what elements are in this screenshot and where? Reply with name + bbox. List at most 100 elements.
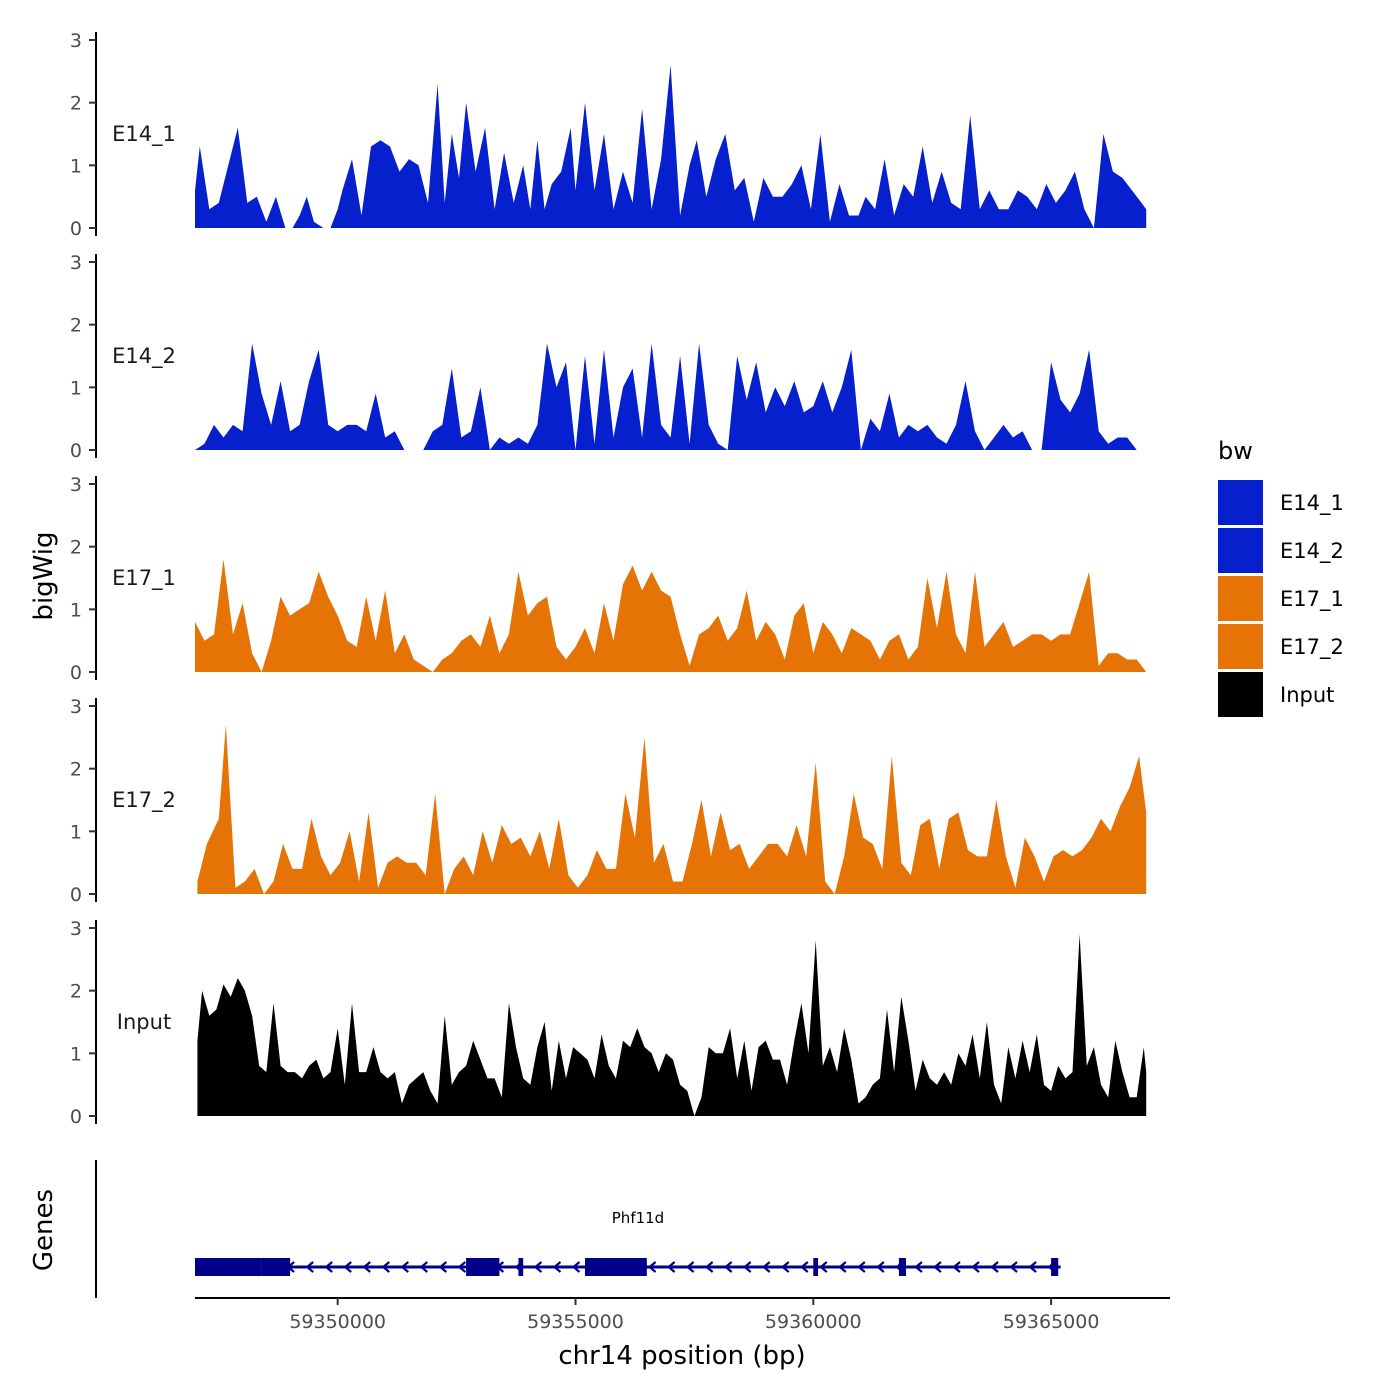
y-tick-label: 0 [70, 440, 82, 462]
strand-arrow-icon [742, 1261, 752, 1273]
legend-label: E14_1 [1280, 491, 1344, 516]
y-tick-label: 2 [70, 759, 82, 781]
y-tick-label: 3 [70, 918, 82, 940]
strand-arrow-icon [1028, 1261, 1037, 1273]
strand-arrow-icon [800, 1261, 809, 1273]
track-label: E17_2 [112, 788, 176, 813]
y-tick-label: 2 [70, 93, 82, 115]
strand-arrow-icon [723, 1261, 733, 1273]
gene-exon [585, 1258, 647, 1276]
strand-arrow-icon [666, 1261, 676, 1273]
track-label: E17_1 [112, 566, 176, 591]
genes-axis-title: Genes [29, 1189, 59, 1271]
track-label: E14_1 [112, 122, 176, 147]
strand-arrow-icon [381, 1261, 390, 1273]
strand-arrow-icon [438, 1261, 448, 1273]
coverage-tracks: 0 1 2 3 E14_1 0 1 2 3 E14_2 0 1 2 3 E17_1 0 1 2 3 E17_2 0 1 2 3… [70, 30, 1147, 1128]
legend-label: E14_2 [1280, 539, 1344, 564]
strand-arrow-icon [971, 1261, 980, 1273]
strand-arrow-icon [533, 1261, 543, 1273]
gene-label: Phf11d [612, 1209, 664, 1227]
y-tick-label: 0 [70, 1106, 82, 1128]
legend-swatch-Input [1218, 672, 1263, 717]
legend-label: Input [1280, 683, 1334, 707]
track-label: Input [117, 1010, 171, 1034]
y-axis-title: bigWig [29, 531, 59, 620]
y-tick-label: 0 [70, 218, 82, 240]
strand-arrow-icon [781, 1261, 790, 1273]
gene-exon [261, 1258, 291, 1276]
strand-arrow-icon [419, 1261, 428, 1273]
strand-arrow-icon [685, 1261, 695, 1273]
track-label: E14_2 [112, 344, 176, 369]
y-tick-label: 2 [70, 315, 82, 337]
legend-items: E14_1 E14_2 E17_1 E17_2 Input [1218, 480, 1344, 717]
strand-arrow-icon [819, 1261, 828, 1273]
strand-arrow-icon [571, 1261, 581, 1273]
coverage-area-E14_2 [195, 343, 1147, 450]
gene-model [195, 1258, 1061, 1276]
strand-arrow-icon [552, 1261, 562, 1273]
strand-arrow-icon [914, 1261, 923, 1273]
y-tick-label: 2 [70, 537, 82, 559]
strand-arrow-icon [704, 1261, 714, 1273]
track-E14_1: 0 1 2 3 E14_1 [70, 30, 1147, 240]
strand-arrow-icon [647, 1261, 657, 1273]
strand-arrow-icon [933, 1261, 942, 1273]
y-tick-label: 1 [70, 1043, 82, 1065]
strand-arrow-icon [400, 1261, 409, 1273]
strand-arrow-icon [1009, 1261, 1018, 1273]
coverage-area-E17_1 [195, 559, 1147, 672]
strand-arrow-icon [457, 1261, 467, 1273]
strand-arrow-icon [876, 1261, 885, 1273]
legend-swatch-E14_2 [1218, 528, 1263, 573]
x-tick-label: 59355000 [527, 1311, 624, 1333]
y-tick-label: 1 [70, 599, 82, 621]
genes-panel: Genes Phf11d [29, 1160, 1061, 1298]
strand-arrow-icon [838, 1261, 847, 1273]
track-E14_2: 0 1 2 3 E14_2 [70, 252, 1147, 462]
y-tick-label: 1 [70, 377, 82, 399]
strand-arrow-icon [952, 1261, 961, 1273]
gene-exon [898, 1258, 907, 1276]
strand-arrow-icon [762, 1261, 771, 1273]
y-tick-label: 1 [70, 155, 82, 177]
x-axis-title: chr14 position (bp) [558, 1341, 805, 1371]
legend-swatch-E14_1 [1218, 480, 1263, 525]
strand-arrow-icon [990, 1261, 999, 1273]
strand-arrow-icon [324, 1261, 333, 1273]
y-tick-label: 3 [70, 252, 82, 274]
x-tick-label: 59350000 [289, 1311, 386, 1333]
legend-title: bw [1218, 437, 1253, 465]
legend-label: E17_2 [1280, 635, 1344, 660]
y-tick-label: 3 [70, 696, 82, 718]
gene-exon [1051, 1258, 1059, 1276]
coverage-area-Input [197, 934, 1147, 1116]
y-tick-label: 3 [70, 30, 82, 52]
y-tick-label: 0 [70, 662, 82, 684]
y-tick-label: 2 [70, 981, 82, 1003]
gene-exon [518, 1258, 524, 1276]
legend-swatch-E17_2 [1218, 624, 1263, 669]
gene-exon [813, 1258, 819, 1276]
y-tick-label: 3 [70, 474, 82, 496]
legend-label: E17_1 [1280, 587, 1344, 612]
y-tick-label: 0 [70, 884, 82, 906]
x-tick-label: 59360000 [765, 1311, 862, 1333]
strand-arrow-icon [305, 1261, 314, 1273]
gene-exon [466, 1258, 500, 1276]
x-axis: 59350000 59355000 59360000 59365000 chr14 p… [195, 1297, 1170, 1371]
legend: bw E14_1 E14_2 E17_1 E17_2 Input [1218, 437, 1344, 717]
strand-arrow-icon [362, 1261, 371, 1273]
coverage-area-E17_2 [197, 724, 1147, 894]
y-tick-label: 1 [70, 821, 82, 843]
x-tick-label: 59365000 [1003, 1311, 1100, 1333]
coverage-area-E14_1 [195, 65, 1147, 228]
gene-exon [195, 1258, 262, 1276]
track-E17_2: 0 1 2 3 E17_2 [70, 696, 1147, 906]
strand-arrow-icon [857, 1261, 866, 1273]
track-Input: 0 1 2 3 Input [70, 918, 1147, 1128]
track-E17_1: 0 1 2 3 E17_1 [70, 474, 1147, 684]
legend-swatch-E17_1 [1218, 576, 1263, 621]
